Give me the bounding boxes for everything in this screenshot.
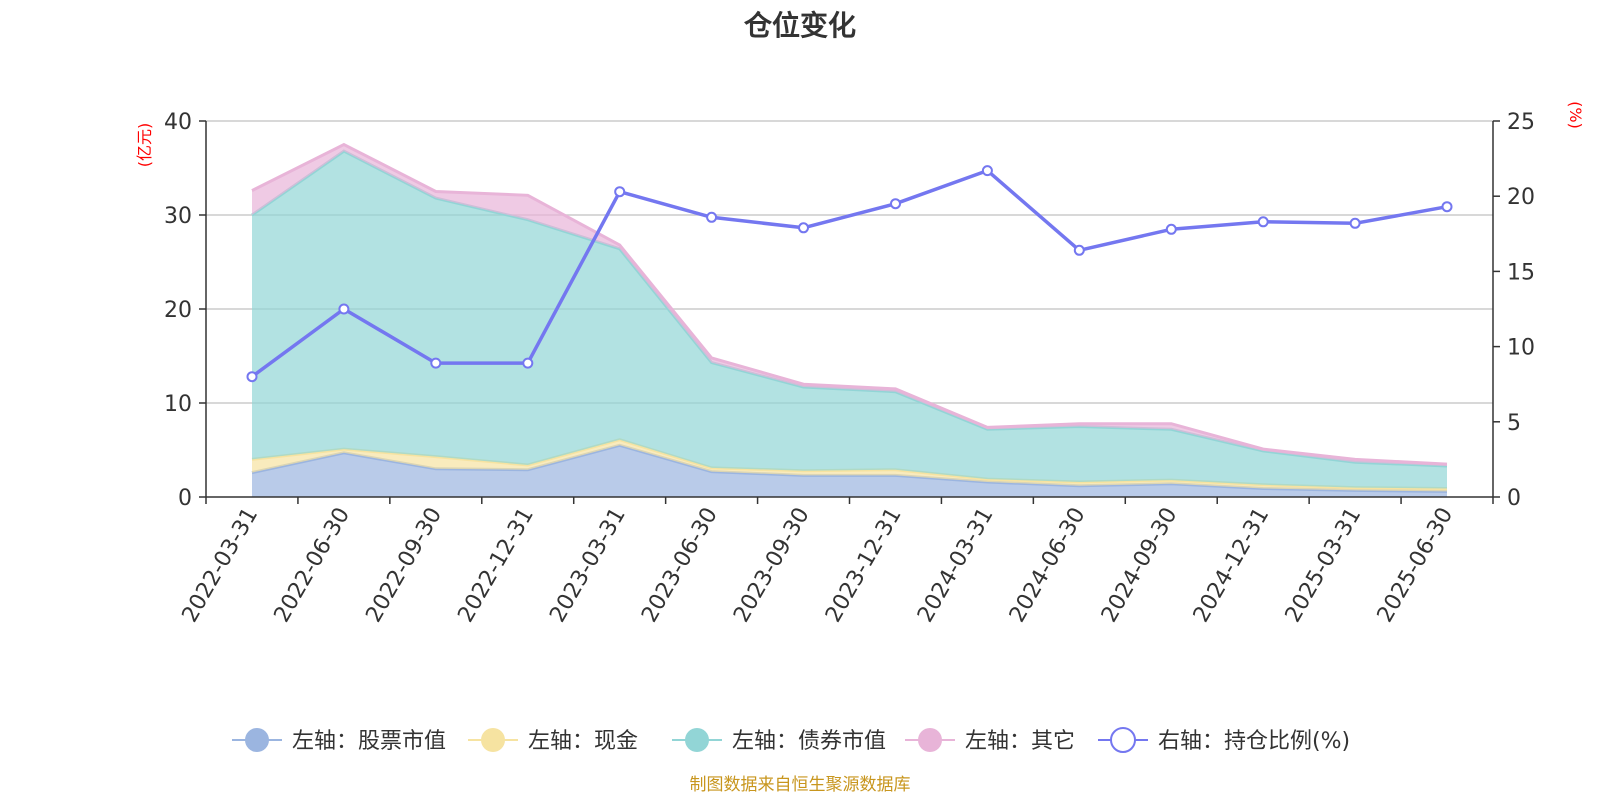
x-axis-ticks: 2022-03-31 2022-06-30 2022-09-30 2022-12-31…	[178, 497, 1494, 627]
area-左轴：其它	[252, 144, 1447, 466]
legend-marker	[685, 728, 709, 752]
right-axis-unit: (%)	[1566, 101, 1585, 129]
ratio-point	[798, 222, 809, 234]
legend-label: 左轴：债券市值	[732, 729, 886, 754]
right-tick-label: 15	[1507, 260, 1535, 285]
left-tick-label: 20	[164, 298, 192, 323]
ratio-line-layer	[246, 165, 1453, 383]
x-tick-label: 2024-06-30	[1005, 504, 1091, 627]
legend-marker	[245, 728, 269, 752]
x-tick-label: 2024-03-31	[913, 503, 999, 626]
ratio-point	[246, 371, 258, 383]
legend-label: 左轴：现金	[528, 729, 638, 754]
legend-label: 右轴：持仓比例(%)	[1158, 729, 1350, 754]
legend-marker	[918, 728, 942, 752]
right-axis-ticks: 0 5 10 15 20 25	[1493, 110, 1535, 511]
legend-marker	[481, 728, 505, 752]
ratio-point	[981, 165, 993, 177]
x-tick-label: 2023-12-31	[821, 504, 907, 627]
ratio-point	[1257, 216, 1269, 228]
x-tick-label: 2022-09-30	[361, 503, 447, 626]
legend-item: 左轴：其它	[905, 728, 1075, 754]
ratio-point	[522, 357, 534, 369]
area-左轴：股票市值	[252, 445, 1447, 497]
left-tick-label: 0	[178, 486, 192, 511]
legend-item: 左轴：债券市值	[672, 728, 886, 754]
left-axis-unit: (亿元)	[135, 123, 154, 168]
x-tick-label: 2024-09-30	[1097, 504, 1183, 627]
right-tick-label: 25	[1507, 110, 1535, 135]
left-tick-label: 10	[164, 392, 192, 417]
right-tick-label: 0	[1507, 486, 1521, 511]
left-tick-label: 30	[164, 204, 192, 229]
legend-item: 右轴：持仓比例(%)	[1098, 727, 1350, 754]
area-edge-左轴：其它	[251, 142, 1448, 466]
left-tick-label: 40	[164, 110, 192, 135]
legend: 左轴：股票市值 左轴：现金 左轴：债券市值 左轴：其它 右轴：持仓比例(%)	[232, 727, 1350, 754]
legend-item: 左轴：股票市值	[232, 728, 446, 754]
x-tick-label: 2025-03-31	[1281, 504, 1367, 627]
legend-marker	[1110, 727, 1136, 753]
x-tick-label: 2024-12-31	[1189, 504, 1275, 627]
x-tick-label: 2023-09-30	[729, 504, 815, 627]
ratio-point	[706, 211, 718, 223]
x-tick-label: 2023-06-30	[637, 504, 723, 627]
right-tick-label: 10	[1507, 336, 1535, 361]
area-左轴：债券市值	[252, 151, 1447, 489]
left-axis-ticks: 0 10 20 30 40	[164, 110, 206, 511]
ratio-point	[1441, 201, 1453, 213]
chart-title: 仓位变化	[744, 9, 856, 42]
legend-label: 左轴：其它	[965, 729, 1075, 754]
legend-item: 左轴：现金	[468, 728, 638, 754]
ratio-line	[250, 168, 1448, 379]
ratio-point	[1073, 244, 1085, 256]
source-note: 制图数据来自恒生聚源数据库	[690, 775, 911, 795]
ratio-point	[890, 198, 901, 210]
ratio-point	[1349, 217, 1361, 229]
x-tick-label: 2022-03-31	[178, 504, 264, 627]
x-tick-label: 2022-12-31	[453, 504, 539, 627]
ratio-point	[338, 303, 350, 315]
x-tick-label: 2023-03-31	[545, 504, 631, 627]
ratio-point	[1165, 223, 1177, 235]
ratio-point	[614, 186, 626, 198]
right-tick-label: 5	[1507, 411, 1521, 436]
x-tick-label: 2022-06-30	[270, 504, 356, 627]
x-tick-label: 2025-06-30	[1373, 504, 1459, 627]
right-tick-label: 20	[1507, 185, 1535, 210]
ratio-point	[430, 357, 442, 369]
stacked-areas	[251, 142, 1448, 497]
area-左轴：现金	[252, 439, 1447, 492]
legend-label: 左轴：股票市值	[292, 729, 446, 754]
